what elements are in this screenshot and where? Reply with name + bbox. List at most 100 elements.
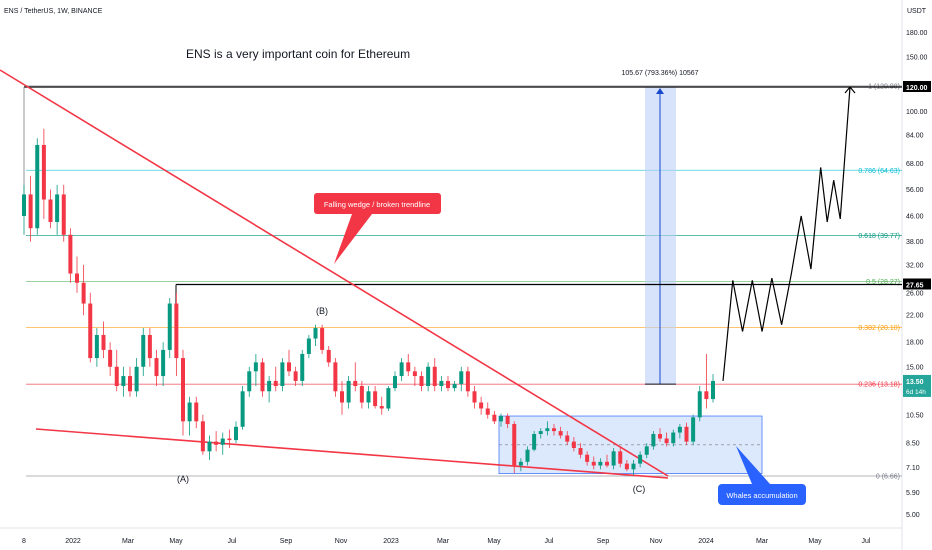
candle-body-49 [346, 380, 351, 403]
candle-body-22 [167, 303, 172, 350]
candle-76 [525, 446, 530, 466]
candle-body-43 [306, 338, 311, 354]
candle-body-42 [300, 353, 305, 381]
candle-body-69 [479, 402, 484, 409]
wave-label-c: (C) [633, 484, 646, 494]
candle-3 [41, 128, 46, 219]
x-tick-label-9: May [487, 538, 501, 545]
y-tick-label-2: 100.00 [906, 109, 928, 116]
candle-96 [658, 428, 662, 442]
candle-body-32 [234, 426, 238, 441]
x-tick-label-4: Jul [228, 538, 237, 545]
x-tick-label-10: Jul [545, 538, 554, 545]
candle-body-68 [472, 391, 477, 403]
candle-95 [651, 431, 656, 450]
y-tick-label-6: 46.00 [906, 214, 924, 221]
candle-20 [154, 349, 159, 387]
candle-62 [432, 358, 437, 392]
price-label-text-0: 120.00 [906, 85, 928, 92]
candle-body-4 [48, 199, 53, 222]
candle-body-96 [658, 434, 662, 439]
price-label-1: 27.65 [903, 278, 931, 290]
candle-body-55 [386, 388, 391, 409]
falling-trendline-upper [0, 69, 669, 477]
candle-body-5 [55, 194, 60, 222]
candle-body-25 [187, 402, 192, 422]
candle-body-6 [61, 194, 66, 235]
candle-71 [492, 410, 497, 425]
candle-39 [280, 358, 285, 392]
candle-46 [326, 346, 331, 367]
measure-label-group: 105.67 (793.36%) 10567 [621, 70, 698, 77]
y-tick-label-15: 7.10 [906, 465, 920, 472]
price-label-box-1 [903, 278, 931, 290]
candle-body-65 [452, 383, 457, 389]
candle-35 [253, 353, 258, 387]
y-tick-label-8: 32.00 [906, 262, 924, 269]
candle-6 [61, 184, 66, 242]
candle-body-15 [121, 376, 126, 387]
candle-body-75 [518, 461, 523, 466]
candle-12 [101, 321, 106, 359]
candle-58 [406, 353, 411, 377]
candle-body-31 [227, 438, 232, 441]
y-tick-label-13: 10.50 [906, 412, 924, 419]
candle-66 [459, 366, 464, 392]
whales-callout[interactable]: Whales accumulation [718, 446, 806, 505]
candle-59 [412, 366, 417, 387]
candle-42 [300, 349, 305, 387]
y-tick-label-7: 38.00 [906, 239, 924, 246]
candle-body-56 [393, 376, 397, 389]
candle-body-20 [154, 358, 159, 377]
candle-body-18 [141, 334, 146, 367]
candle-103 [704, 353, 709, 409]
candle-body-36 [260, 362, 265, 392]
candle-18 [141, 328, 146, 377]
candle-72 [499, 413, 503, 427]
candle-34 [247, 366, 252, 397]
candle-body-50 [353, 380, 358, 387]
candle-79 [545, 421, 550, 436]
price-labels: 120.00 27.65 13.50 6d 14h [903, 81, 931, 397]
candle-body-53 [373, 391, 378, 407]
y-tick-label-4: 68.00 [906, 161, 924, 168]
candle-22 [167, 298, 172, 359]
candle-16 [128, 366, 132, 397]
candle-series [22, 128, 715, 476]
candle-body-99 [677, 426, 682, 433]
candle-body-102 [697, 391, 702, 418]
y-tick-label-16: 5.90 [906, 490, 920, 497]
candle-75 [518, 458, 523, 472]
candle-55 [386, 386, 391, 411]
candle-body-74 [512, 424, 517, 466]
candle-33 [240, 386, 245, 430]
candle-88 [605, 454, 609, 468]
candle-body-47 [333, 362, 338, 392]
candle-body-39 [280, 362, 285, 387]
candle-90 [618, 446, 623, 468]
candle-body-37 [267, 380, 272, 392]
y-tick-label-3: 84.00 [906, 132, 924, 139]
price-label-2: 13.50 6d 14h [903, 374, 931, 397]
y-tick-label-10: 22.00 [906, 313, 924, 320]
price-label-text-2: 13.50 [906, 379, 924, 386]
candle-94 [644, 443, 649, 459]
wedge-callout[interactable]: Falling wedge / broken trendline [314, 193, 441, 264]
candle-8 [75, 256, 79, 293]
candle-body-59 [412, 371, 417, 377]
candle-9 [81, 264, 86, 316]
fib-retracement: 1 (120.98)0.786 (64.63)0.618 (39.77)0.5 … [26, 83, 902, 481]
candle-91 [624, 460, 629, 472]
candle-24 [181, 349, 185, 436]
whales-callout-pointer [736, 446, 770, 484]
candle-69 [479, 396, 484, 415]
y-tick-label-1: 150.00 [906, 54, 928, 61]
candle-93 [638, 451, 643, 468]
candle-67 [465, 366, 470, 397]
candle-37 [267, 376, 272, 403]
candle-80 [552, 424, 556, 436]
candle-body-78 [538, 431, 543, 435]
candle-44 [313, 324, 318, 347]
candle-body-1 [28, 194, 33, 229]
x-tick-label-1: 2022 [65, 538, 81, 545]
